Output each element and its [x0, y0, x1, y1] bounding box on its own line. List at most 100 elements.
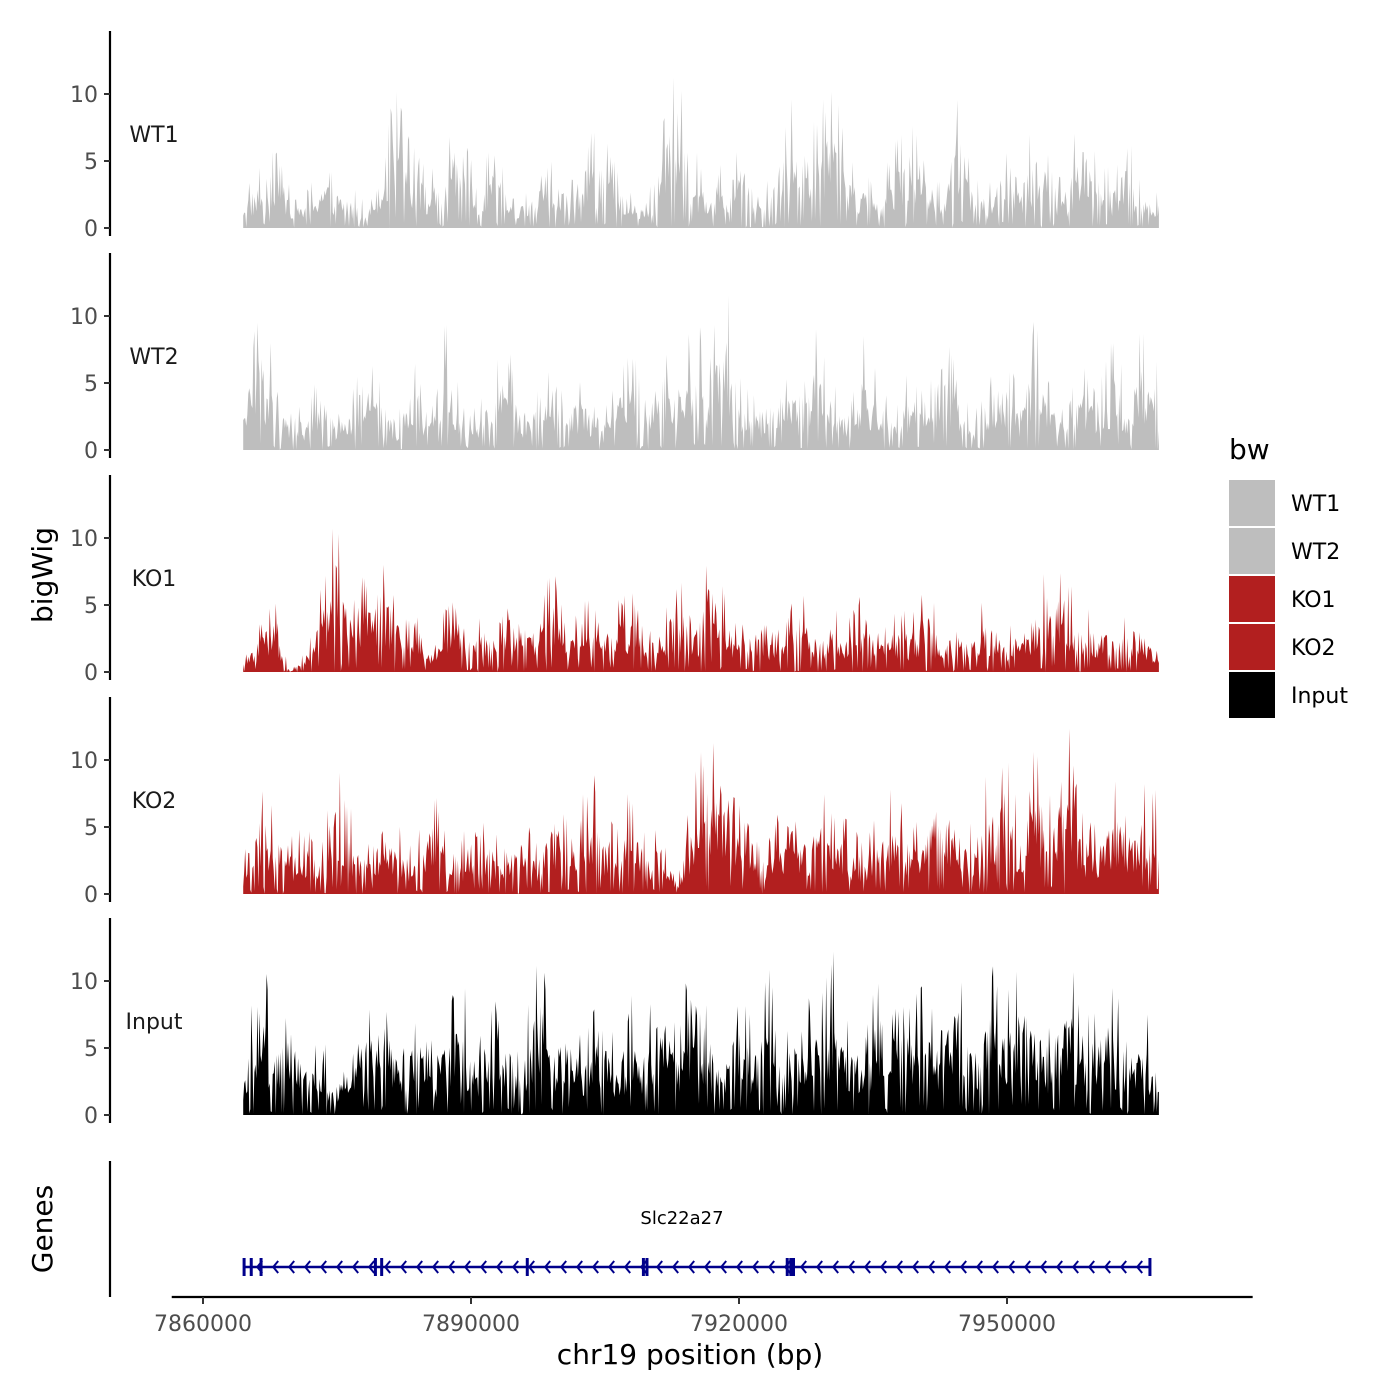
y-tick-label-wt2-10: 10 [70, 305, 98, 330]
track-label-ko2: KO2 [132, 789, 177, 814]
strand-arrow [1087, 1260, 1095, 1274]
gene-label: Slc22a27 [640, 1208, 723, 1229]
y-tick-label-wt2-0: 0 [84, 439, 98, 464]
y-tick-label-ko2-5: 5 [84, 816, 98, 841]
legend-title: bw [1229, 433, 1270, 466]
y-tick-label-wt1-5: 5 [84, 150, 98, 175]
y-tick-label-wt2-5: 5 [84, 372, 98, 397]
genes-axis-title: Genes [26, 1185, 59, 1273]
x-axis-title: chr19 position (bp) [557, 1338, 823, 1371]
strand-arrow [447, 1260, 455, 1274]
strand-arrow [431, 1260, 439, 1274]
legend-key-ko1 [1229, 576, 1275, 622]
exon-7 [645, 1258, 649, 1276]
strand-arrow [495, 1260, 503, 1274]
strand-arrow [735, 1260, 743, 1274]
strand-arrow [815, 1260, 823, 1274]
exon-5 [525, 1258, 529, 1276]
exon-11 [1148, 1258, 1152, 1276]
legend-label-ko1: KO1 [1291, 588, 1336, 613]
track-ko2: 0 5 10 KO2 [70, 697, 1159, 908]
legend-label-wt1: WT1 [1291, 492, 1340, 517]
y-tick-label-wt1-0: 0 [84, 217, 98, 242]
area-wt2 [243, 295, 1159, 450]
strand-arrow [1007, 1260, 1015, 1274]
track-wt2: 0 5 10 WT2 [70, 253, 1159, 464]
strand-arrow [975, 1260, 983, 1274]
strand-arrow [1119, 1260, 1127, 1274]
area-input [243, 951, 1159, 1115]
strand-arrow [831, 1260, 839, 1274]
strand-arrow [367, 1260, 375, 1274]
strand-arrow [575, 1260, 583, 1274]
strand-arrow [879, 1260, 887, 1274]
area-ko1 [243, 528, 1159, 672]
exon-10 [791, 1258, 795, 1276]
strand-arrow [399, 1260, 407, 1274]
strand-arrow [271, 1260, 279, 1274]
strand-arrow [319, 1260, 327, 1274]
legend-key-input [1229, 672, 1275, 718]
strand-arrow [847, 1260, 855, 1274]
strand-arrow [671, 1260, 679, 1274]
track-label-wt1: WT1 [129, 123, 178, 148]
strand-arrow [591, 1260, 599, 1274]
strand-arrow [767, 1260, 775, 1274]
y-tick-label-wt1-10: 10 [70, 83, 98, 108]
coverage-tracks: 0 5 10 WT1 0 5 10 WT2 0 5 10 KO1 0 5 10 KO2 0 5 10 Input [70, 31, 1159, 1129]
strand-arrow [543, 1260, 551, 1274]
strand-arrow [1135, 1260, 1143, 1274]
y-tick-label-input-5: 5 [84, 1037, 98, 1062]
exon-9 [789, 1258, 793, 1276]
strand-arrow [559, 1260, 567, 1274]
exon-2 [259, 1258, 263, 1276]
legend-label-ko2: KO2 [1291, 636, 1336, 661]
strand-arrow [415, 1260, 423, 1274]
track-ko1: 0 5 10 KO1 [70, 475, 1159, 686]
exon-0 [242, 1258, 246, 1276]
strand-arrow [623, 1260, 631, 1274]
strand-arrow [463, 1260, 471, 1274]
y-tick-label-ko2-10: 10 [70, 749, 98, 774]
strand-arrow [287, 1260, 295, 1274]
strand-arrow [1023, 1260, 1031, 1274]
strand-arrow [607, 1260, 615, 1274]
strand-arrow [1071, 1260, 1079, 1274]
strand-arrow [479, 1260, 487, 1274]
legend: WT1 WT2 KO1 KO2 Input [1229, 480, 1348, 718]
track-wt1: 0 5 10 WT1 [70, 31, 1159, 242]
strand-arrow [703, 1260, 711, 1274]
strand-arrow [799, 1260, 807, 1274]
legend-label-input: Input [1291, 684, 1348, 709]
strand-arrow [927, 1260, 935, 1274]
legend-key-wt1 [1229, 480, 1275, 526]
strand-arrow [655, 1260, 663, 1274]
strand-arrow [959, 1260, 967, 1274]
x-tick-label-7950000: 7950000 [958, 1312, 1056, 1337]
strand-arrow [911, 1260, 919, 1274]
strand-arrow [351, 1260, 359, 1274]
y-tick-label-ko1-0: 0 [84, 661, 98, 686]
gene-track [108, 1161, 1152, 1297]
y-tick-label-input-10: 10 [70, 970, 98, 995]
x-tick-label-7920000: 7920000 [690, 1312, 788, 1337]
strand-arrow [719, 1260, 727, 1274]
area-ko2 [243, 728, 1159, 894]
exon-8 [785, 1258, 789, 1276]
exon-6 [641, 1258, 645, 1276]
track-label-wt2: WT2 [129, 345, 178, 370]
strand-arrow [335, 1260, 343, 1274]
exon-4 [380, 1258, 384, 1276]
strand-arrow [991, 1260, 999, 1274]
track-label-input: Input [126, 1010, 183, 1035]
strand-arrow [1103, 1260, 1111, 1274]
strand-arrow [383, 1260, 391, 1274]
x-tick-label-7860000: 7860000 [154, 1312, 252, 1337]
x-axis: 7860000 7890000 7920000 7950000 [154, 1295, 1253, 1337]
strand-arrow [1055, 1260, 1063, 1274]
y-tick-label-ko1-5: 5 [84, 594, 98, 619]
legend-label-wt2: WT2 [1291, 540, 1340, 565]
track-input: 0 5 10 Input [70, 918, 1159, 1129]
strand-arrow [511, 1260, 519, 1274]
